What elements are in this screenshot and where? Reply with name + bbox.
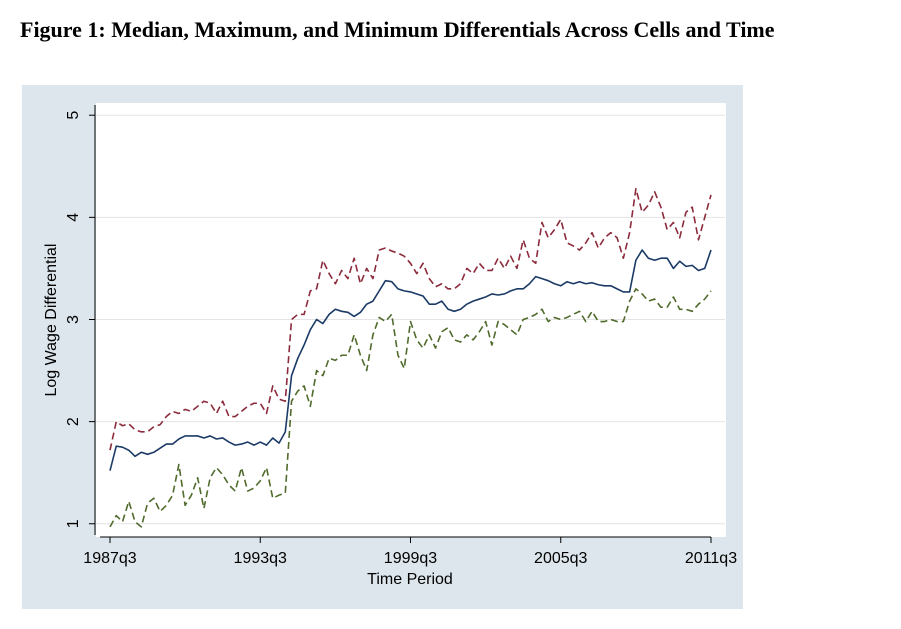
plot-region <box>96 103 726 537</box>
series-line <box>109 249 712 471</box>
x-tick-label: 2005q3 <box>534 550 587 567</box>
x-tick-label: 1999q3 <box>384 550 437 567</box>
y-axis-title: Log Wage Differential <box>43 244 60 397</box>
x-tick-label: 2011q3 <box>685 550 737 567</box>
y-tick-label: 3 <box>65 315 82 324</box>
x-tick-label: 1993q3 <box>234 550 287 567</box>
y-tick-label: 4 <box>65 213 82 222</box>
y-tick-label: 1 <box>65 519 82 528</box>
y-tick-label: 5 <box>65 111 82 120</box>
series-line <box>109 288 712 528</box>
y-tick-label: 2 <box>65 417 82 426</box>
x-tick-label: 1987q3 <box>83 550 136 567</box>
x-axis-title: Time Period <box>367 571 453 588</box>
chart-title: Figure 1: Median, Maximum, and Minimum D… <box>20 17 775 42</box>
series-line <box>109 187 712 451</box>
